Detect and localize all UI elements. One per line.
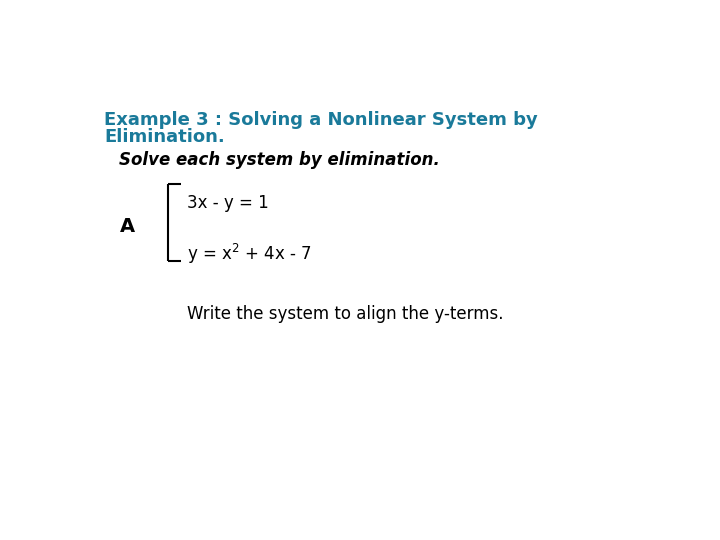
Text: Solve each system by elimination.: Solve each system by elimination.: [120, 151, 441, 169]
Text: Elimination.: Elimination.: [104, 128, 225, 146]
Text: 3x - y = 1: 3x - y = 1: [187, 194, 269, 212]
Text: A: A: [120, 217, 135, 236]
Text: Example 3 : Solving a Nonlinear System by: Example 3 : Solving a Nonlinear System b…: [104, 111, 538, 129]
Text: Write the system to align the y-terms.: Write the system to align the y-terms.: [187, 305, 503, 323]
Text: y = x$^{2}$ + 4x - 7: y = x$^{2}$ + 4x - 7: [187, 242, 312, 266]
